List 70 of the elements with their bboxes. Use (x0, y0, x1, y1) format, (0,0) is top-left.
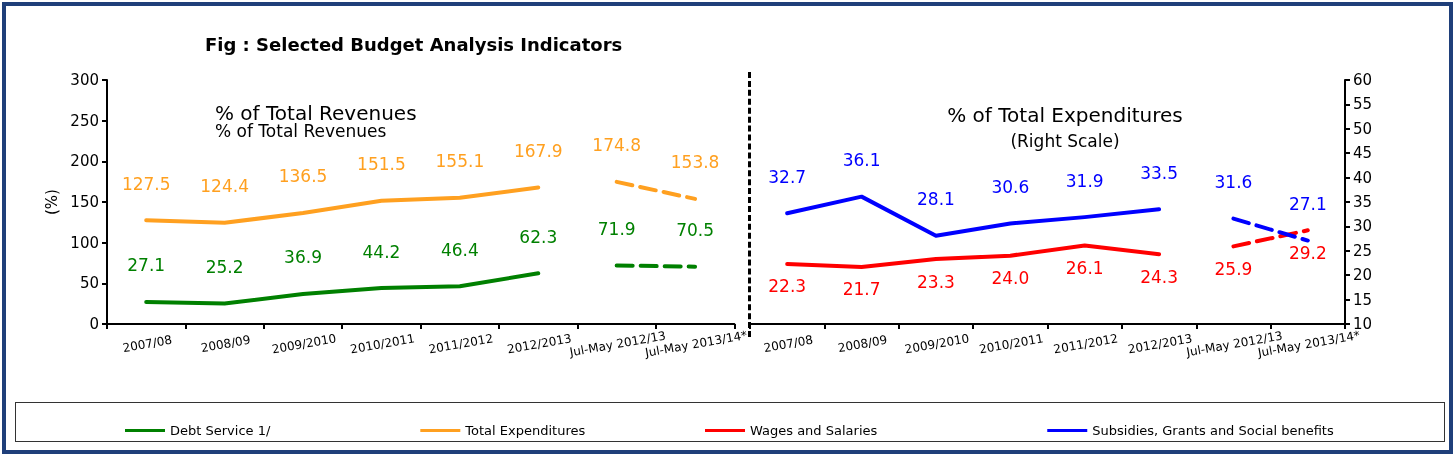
x-tick-label: 2007/08 (762, 332, 814, 356)
x-tick-label: 2010/2011 (349, 331, 416, 357)
data-label: 33.5 (1140, 162, 1178, 183)
data-label: 174.8 (592, 135, 642, 156)
data-label: 36.1 (842, 150, 881, 171)
y-tick-label: 250 (70, 111, 99, 130)
data-label: 32.7 (768, 166, 807, 187)
data-label: 30.6 (991, 176, 1030, 197)
x-tick-label: 2011/2012 (427, 331, 495, 357)
y2-tick-label: 25 (1353, 241, 1373, 260)
annotation: % of Total Revenues (214, 120, 387, 141)
legend-label: Subsidies, Grants and Social benefits (1092, 423, 1334, 438)
x-tick-label: 2010/2011 (978, 331, 1045, 357)
data-label: 27.1 (1288, 194, 1327, 215)
data-label: 31.9 (1065, 170, 1104, 191)
line-series (785, 194, 1162, 238)
data-label: 155.1 (435, 151, 485, 172)
y-tick-label: 100 (70, 233, 99, 252)
data-label: 31.6 (1214, 172, 1253, 193)
chart-title: Fig : Selected Budget Analysis Indicators (205, 33, 623, 55)
data-label: 25.9 (1214, 258, 1253, 279)
x-tick-label: 2007/08 (121, 332, 174, 356)
y-tick-label: 200 (70, 152, 99, 171)
y-tick-label: 0 (89, 315, 99, 333)
data-label: 151.5 (357, 154, 406, 175)
data-label: 124.4 (200, 176, 249, 197)
legend-label: Total Expenditures (464, 423, 586, 438)
data-label: 26.1 (1065, 257, 1104, 278)
y2-tick-label: 60 (1353, 71, 1373, 89)
data-label: 36.9 (284, 247, 322, 268)
data-label: 167.9 (513, 140, 563, 161)
data-label: 24.0 (991, 268, 1030, 289)
data-label: 24.3 (1140, 266, 1178, 287)
x-tick-label: 2008/09 (836, 332, 889, 356)
data-label: 71.9 (597, 219, 636, 240)
y2-tick-label: 40 (1353, 168, 1373, 187)
y2-tick-label: 30 (1353, 217, 1373, 236)
text: (Right Scale) (1010, 130, 1120, 151)
data-label: 29.2 (1288, 242, 1327, 263)
y2-tick-label: 35 (1353, 193, 1373, 211)
y-tick-label: 300 (70, 71, 99, 89)
legend-label: Debt Service 1/ (170, 423, 271, 438)
y2-tick-label: 45 (1353, 144, 1373, 163)
data-label: 23.3 (917, 271, 955, 292)
data-label: 153.8 (670, 152, 720, 173)
y2-tick-label: 55 (1353, 95, 1373, 114)
data-label: 136.5 (278, 166, 328, 187)
data-label: 28.1 (917, 189, 955, 210)
data-label: 62.3 (519, 226, 558, 247)
data-label: 127.5 (121, 173, 171, 194)
data-label: 44.2 (362, 241, 401, 262)
y-axis-title: (%) (42, 189, 61, 215)
data-label: 46.4 (440, 239, 479, 260)
data-label: 21.7 (842, 279, 881, 300)
legend-label: Wages and Salaries (750, 423, 878, 438)
x-tick-label: 2009/2010 (903, 331, 971, 357)
data-label: 70.5 (676, 220, 715, 241)
y2-tick-label: 20 (1353, 266, 1373, 285)
data-label: 25.2 (205, 257, 244, 277)
x-tick-label: 2011/2012 (1052, 331, 1120, 357)
x-tick-label: 2008/09 (199, 332, 252, 356)
line-series (144, 271, 541, 306)
y2-tick-label: 15 (1353, 290, 1373, 309)
y-tick-label: 150 (70, 193, 99, 211)
data-label: 27.1 (127, 255, 166, 276)
text: % of Total Expenditures (947, 103, 1183, 127)
data-label: 22.3 (768, 276, 807, 297)
y2-tick-label: 50 (1353, 119, 1373, 138)
y-tick-label: 50 (79, 274, 99, 293)
x-tick-label: 2009/2010 (270, 331, 338, 357)
